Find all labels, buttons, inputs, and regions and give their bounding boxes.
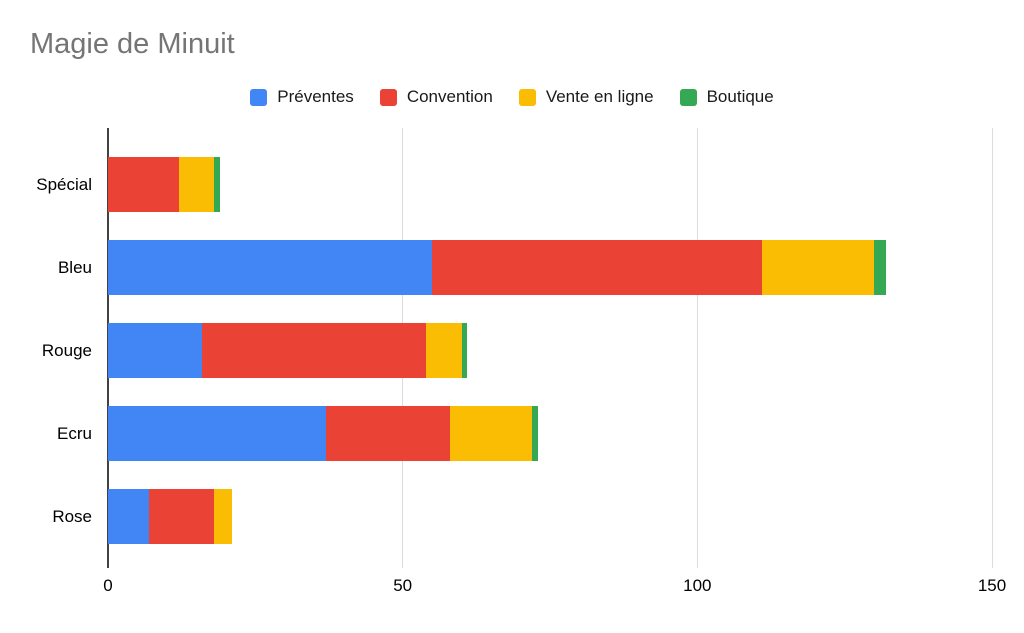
legend-label: Convention bbox=[406, 87, 493, 106]
x-axis-tick-label-50: 50 bbox=[393, 576, 413, 595]
bar-row-special bbox=[108, 157, 1012, 212]
bar-row-rose bbox=[108, 489, 1012, 544]
x-axis-tick-label-150: 150 bbox=[977, 576, 1007, 595]
x-axis-tick-label-0: 0 bbox=[103, 576, 113, 595]
bar-segment-ecru-series-3[interactable] bbox=[532, 406, 539, 461]
bar-segment-ecru-series-0[interactable] bbox=[108, 406, 327, 461]
bar-segment-rose-series-2[interactable] bbox=[214, 489, 232, 544]
bar-segment-special-series-3[interactable] bbox=[214, 157, 220, 212]
y-axis-labels: Spécial Bleu Rouge Ecru Rose bbox=[0, 128, 100, 568]
legend-label: Boutique bbox=[706, 87, 774, 106]
bar-segment-ecru-series-2[interactable] bbox=[449, 406, 533, 461]
plot-area: 0 50 100 150 bbox=[103, 128, 1012, 595]
x-axis-tick-label-100: 100 bbox=[683, 576, 712, 595]
legend-item-preventes[interactable]: Préventes bbox=[250, 87, 354, 107]
legend-item-vente-en-ligne[interactable]: Vente en ligne bbox=[518, 87, 654, 107]
bar-segment-rose-series-0[interactable] bbox=[108, 489, 150, 544]
bar-segment-special-series-2[interactable] bbox=[178, 157, 215, 212]
y-axis-category-label-rose: Rose bbox=[52, 507, 92, 526]
bar-segment-bleu-series-0[interactable] bbox=[108, 240, 433, 295]
legend-swatch-icon bbox=[250, 88, 268, 106]
chart-title: Magie de Minuit bbox=[30, 28, 235, 60]
y-axis-category-label-rouge: Rouge bbox=[41, 341, 92, 360]
bar-segment-rouge-series-0[interactable] bbox=[108, 323, 203, 378]
bar-row-ecru bbox=[108, 406, 1012, 461]
x-gridline-150 bbox=[991, 128, 993, 568]
bar-segment-special-series-1[interactable] bbox=[108, 157, 179, 212]
legend-label: Vente en ligne bbox=[545, 87, 654, 106]
bar-segment-rose-series-1[interactable] bbox=[149, 489, 215, 544]
bar-segment-bleu-series-1[interactable] bbox=[432, 240, 763, 295]
legend-label: Préventes bbox=[277, 87, 354, 106]
bar-segment-rouge-series-3[interactable] bbox=[461, 323, 468, 378]
y-axis-category-label-special: Spécial bbox=[36, 175, 92, 194]
legend: Préventes Convention Vente en ligne Boutiqu… bbox=[0, 85, 1024, 109]
y-axis-category-label-ecru: Ecru bbox=[57, 424, 92, 443]
legend-item-convention[interactable]: Convention bbox=[379, 87, 493, 107]
y-axis-category-label-bleu: Bleu bbox=[57, 258, 92, 277]
bar-segment-bleu-series-2[interactable] bbox=[762, 240, 875, 295]
bar-segment-rouge-series-2[interactable] bbox=[426, 323, 462, 378]
legend-swatch-icon bbox=[679, 88, 697, 106]
bar-segment-rouge-series-1[interactable] bbox=[202, 323, 427, 378]
legend-swatch-icon bbox=[518, 88, 536, 106]
bar-row-rouge bbox=[108, 323, 1012, 378]
bar-segment-bleu-series-3[interactable] bbox=[874, 240, 886, 295]
legend-swatch-icon bbox=[379, 88, 397, 106]
bar-row-bleu bbox=[108, 240, 1012, 295]
legend-item-boutique[interactable]: Boutique bbox=[679, 87, 774, 107]
bar-segment-ecru-series-1[interactable] bbox=[326, 406, 450, 461]
x-gridline-100 bbox=[696, 128, 698, 568]
